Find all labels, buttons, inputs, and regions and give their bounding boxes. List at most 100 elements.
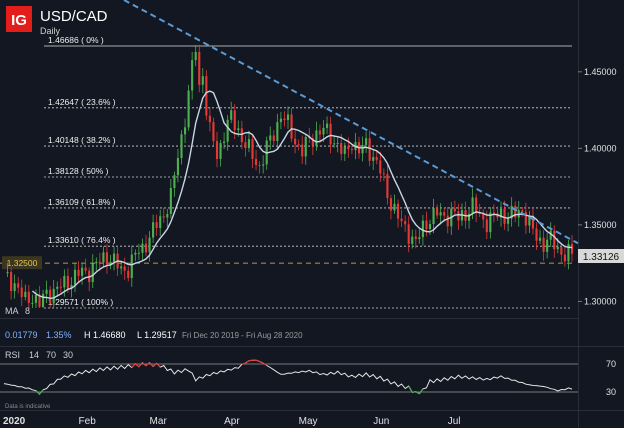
candle xyxy=(198,44,201,93)
candle-body xyxy=(194,51,197,61)
candle xyxy=(375,150,378,165)
candle-body xyxy=(187,90,190,128)
candle xyxy=(276,113,279,150)
candle xyxy=(428,219,432,235)
candle-body xyxy=(272,135,275,142)
rsi-overbought-segment xyxy=(255,359,260,363)
fib-label: 1.38128 ( 50% ) xyxy=(48,166,109,176)
candle-body xyxy=(91,263,94,283)
candle xyxy=(27,284,30,308)
price-tick-label: 1.45000 xyxy=(584,67,617,77)
candle xyxy=(223,132,226,149)
fib-label: 1.36109 ( 61.8% ) xyxy=(48,197,116,207)
candle xyxy=(254,149,258,171)
candle xyxy=(343,142,346,161)
candle xyxy=(230,101,233,124)
last-price-text: 1.33126 xyxy=(583,252,620,263)
candle-body xyxy=(230,110,233,120)
candle xyxy=(162,207,165,223)
candle-body xyxy=(223,141,226,144)
candle xyxy=(247,130,251,153)
rsi-overbought-segment xyxy=(131,363,136,369)
candle-body xyxy=(443,212,446,216)
candle xyxy=(73,263,77,292)
candle xyxy=(134,249,137,262)
candle xyxy=(59,278,62,293)
candle-body xyxy=(166,214,169,218)
candle xyxy=(453,200,456,216)
candle-body xyxy=(304,136,307,157)
rsi-indicator-label[interactable]: RSI xyxy=(5,350,20,360)
candle-body xyxy=(524,211,527,226)
time-tick-label: Mar xyxy=(150,416,168,427)
ma-indicator-label[interactable]: MA xyxy=(5,306,19,316)
candle-body xyxy=(350,149,353,151)
ma-period-value[interactable]: 8 xyxy=(25,306,30,316)
candle-body xyxy=(38,294,41,307)
candle-body xyxy=(418,237,421,240)
moving-average-line xyxy=(31,90,573,300)
candle xyxy=(382,168,385,182)
candle-body xyxy=(134,252,137,255)
time-tick-label: Jun xyxy=(373,416,389,427)
candle-body xyxy=(226,119,229,142)
candle xyxy=(546,232,549,259)
candle xyxy=(144,235,148,257)
candle-body xyxy=(294,138,297,145)
candle-body xyxy=(499,208,503,218)
candle-body xyxy=(286,114,290,121)
candle xyxy=(262,155,265,174)
candle-body xyxy=(24,291,27,298)
rsi-overbought-segment xyxy=(145,362,150,367)
candle xyxy=(496,206,499,221)
candle-body xyxy=(183,127,187,135)
candle xyxy=(41,289,45,308)
candle xyxy=(269,126,272,150)
support-label: 1.32500 xyxy=(7,258,38,268)
candle-body xyxy=(13,283,16,292)
candle-body xyxy=(347,146,350,150)
candle xyxy=(407,216,410,253)
candle-body xyxy=(407,224,410,244)
candle-body xyxy=(70,284,73,289)
time-tick-label: May xyxy=(299,416,318,427)
candle-body xyxy=(173,175,176,189)
candle xyxy=(272,130,275,146)
candle xyxy=(400,209,403,228)
candle xyxy=(531,206,535,235)
candle xyxy=(38,285,41,308)
candle xyxy=(361,136,364,162)
candle xyxy=(88,267,91,292)
candle xyxy=(166,208,169,227)
candle-body xyxy=(549,230,552,240)
candle xyxy=(524,202,527,234)
candle xyxy=(215,131,219,168)
support-badge xyxy=(2,256,42,270)
candle-body xyxy=(333,143,336,145)
candle xyxy=(475,193,478,223)
candle xyxy=(325,116,329,134)
candle-body xyxy=(375,157,378,161)
candle xyxy=(322,119,325,143)
candle-body xyxy=(17,283,20,288)
candle xyxy=(528,210,531,234)
panel-separator-rsi xyxy=(0,346,624,347)
candle xyxy=(297,139,300,151)
candle-body xyxy=(411,236,414,244)
candle-body xyxy=(329,123,332,145)
candle-body xyxy=(27,291,30,303)
fib-label: 1.42647 ( 23.6% ) xyxy=(48,97,116,107)
candle-body xyxy=(212,122,215,142)
rsi-overbought-segment xyxy=(262,362,268,367)
fibonacci-levels: 1.46686 ( 0% ) 1.42647 ( 23.6% ) 1.40148 (… xyxy=(44,35,572,309)
candle-body xyxy=(478,213,481,215)
rsi-overbought-segment xyxy=(245,360,250,364)
candle xyxy=(180,130,183,165)
candle xyxy=(286,106,290,129)
candle xyxy=(173,171,176,197)
candle-body xyxy=(77,269,80,276)
candle xyxy=(169,178,172,219)
candle xyxy=(176,148,180,183)
candle-body xyxy=(361,145,364,154)
